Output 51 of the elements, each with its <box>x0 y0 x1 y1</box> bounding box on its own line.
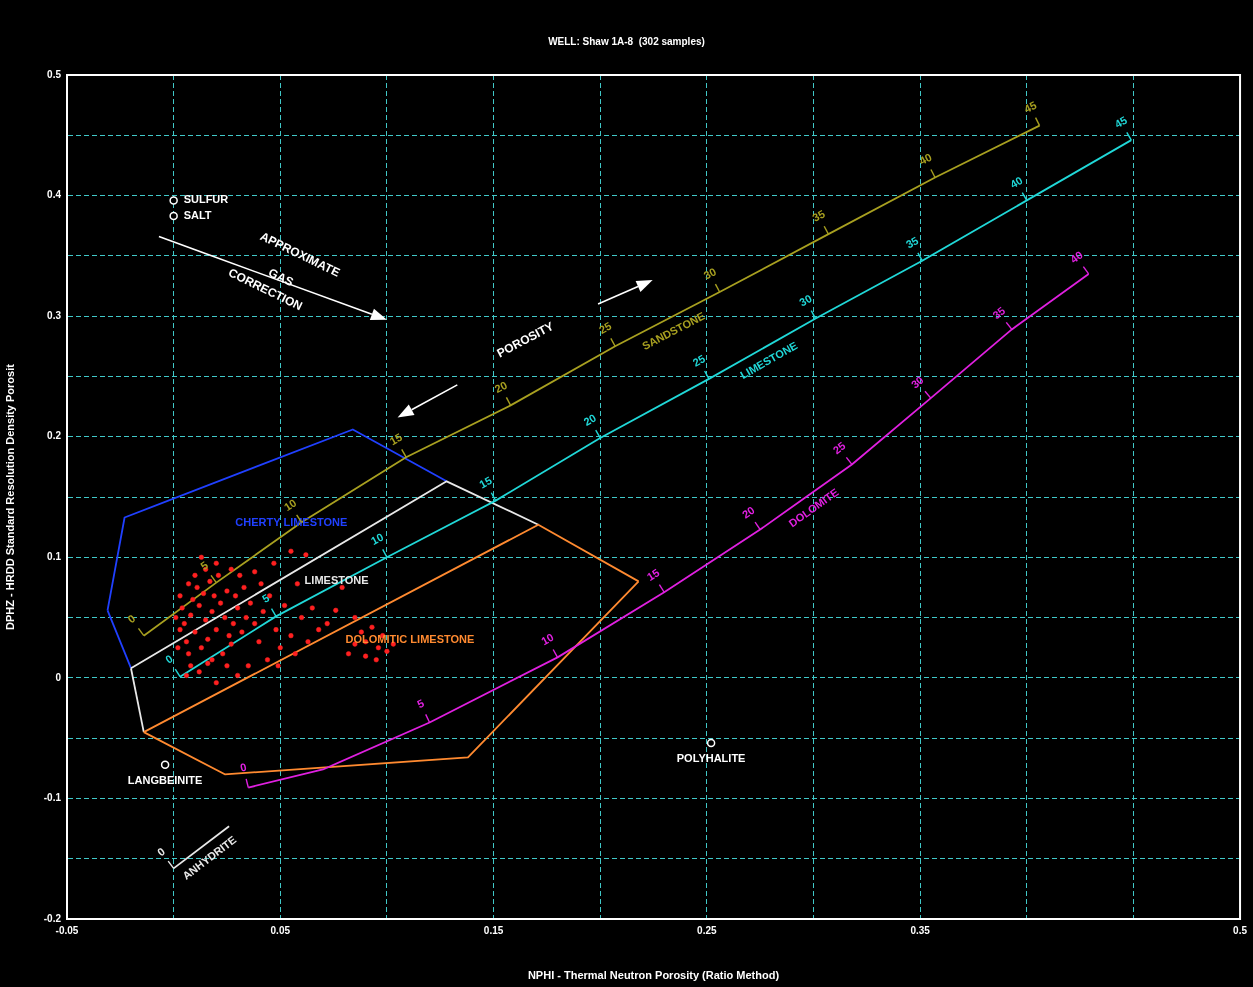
annotation: 45 <box>1022 98 1039 115</box>
annotation: 10 <box>281 496 299 514</box>
x-axis-title: NPHI - Thermal Neutron Porosity (Ratio Method) <box>527 969 780 982</box>
y-axis-title: DPHZ - HRDD Standard Resolution Density Porosit <box>3 363 16 630</box>
x-tick-label: 0.05 <box>270 924 291 936</box>
annotation: 0 <box>125 612 138 626</box>
annotation: 10 <box>539 630 556 648</box>
annotation: 40 <box>917 150 934 167</box>
annotation: 40 <box>1007 173 1025 191</box>
annotation: 35 <box>990 304 1008 322</box>
y-tick-label: -0.2 <box>43 912 62 924</box>
x-tick-label: 0.25 <box>697 924 718 936</box>
annotation: 20 <box>581 411 599 428</box>
annotation: 30 <box>797 292 814 309</box>
series-label: SULFUR <box>183 193 229 206</box>
y-tick-label: 0 <box>55 671 62 683</box>
series-label: SALT <box>183 209 212 222</box>
chart-title: WELL: Shaw 1A-8 (302 samples) <box>548 35 705 47</box>
y-tick-label: 0.4 <box>47 189 62 201</box>
annotation: 25 <box>690 352 708 369</box>
series-label: LANGBEINITE <box>127 773 203 786</box>
y-tick-label: 0.2 <box>47 430 62 442</box>
annotation: 0 <box>163 652 175 666</box>
annotation: 0 <box>238 760 248 774</box>
annotation: 20 <box>739 503 757 521</box>
annotation: 0 <box>154 845 168 859</box>
annotation: 15 <box>644 566 662 583</box>
y-tick-label: 0.1 <box>47 551 62 563</box>
y-tick-label: -0.1 <box>43 792 62 804</box>
annotation: 15 <box>477 474 494 491</box>
series-label: POLYHALITE <box>676 752 746 764</box>
annotation: 15 <box>387 430 405 448</box>
x-tick-label: 0.35 <box>910 924 931 936</box>
y-tick-label: 0.3 <box>47 309 62 321</box>
annotation: 10 <box>368 530 386 547</box>
annotation: 45 <box>1112 113 1130 131</box>
annotation: 25 <box>596 319 614 337</box>
x-tick-label: -0.05 <box>55 924 79 936</box>
annotation: 40 <box>1067 248 1085 266</box>
annotation: 5 <box>259 591 272 605</box>
annotation: 30 <box>701 265 719 282</box>
annotation: 35 <box>810 207 827 224</box>
annotation: 35 <box>903 234 921 251</box>
annotation: 25 <box>830 439 848 457</box>
x-tick-label: 0.5 <box>1233 924 1248 936</box>
annotation: 5 <box>198 558 211 573</box>
annotation: 30 <box>908 373 926 391</box>
annotation: 5 <box>415 696 426 711</box>
y-tick-label: 0.5 <box>47 68 62 80</box>
x-tick-label: 0.15 <box>483 924 504 936</box>
annotation: 20 <box>492 378 510 396</box>
